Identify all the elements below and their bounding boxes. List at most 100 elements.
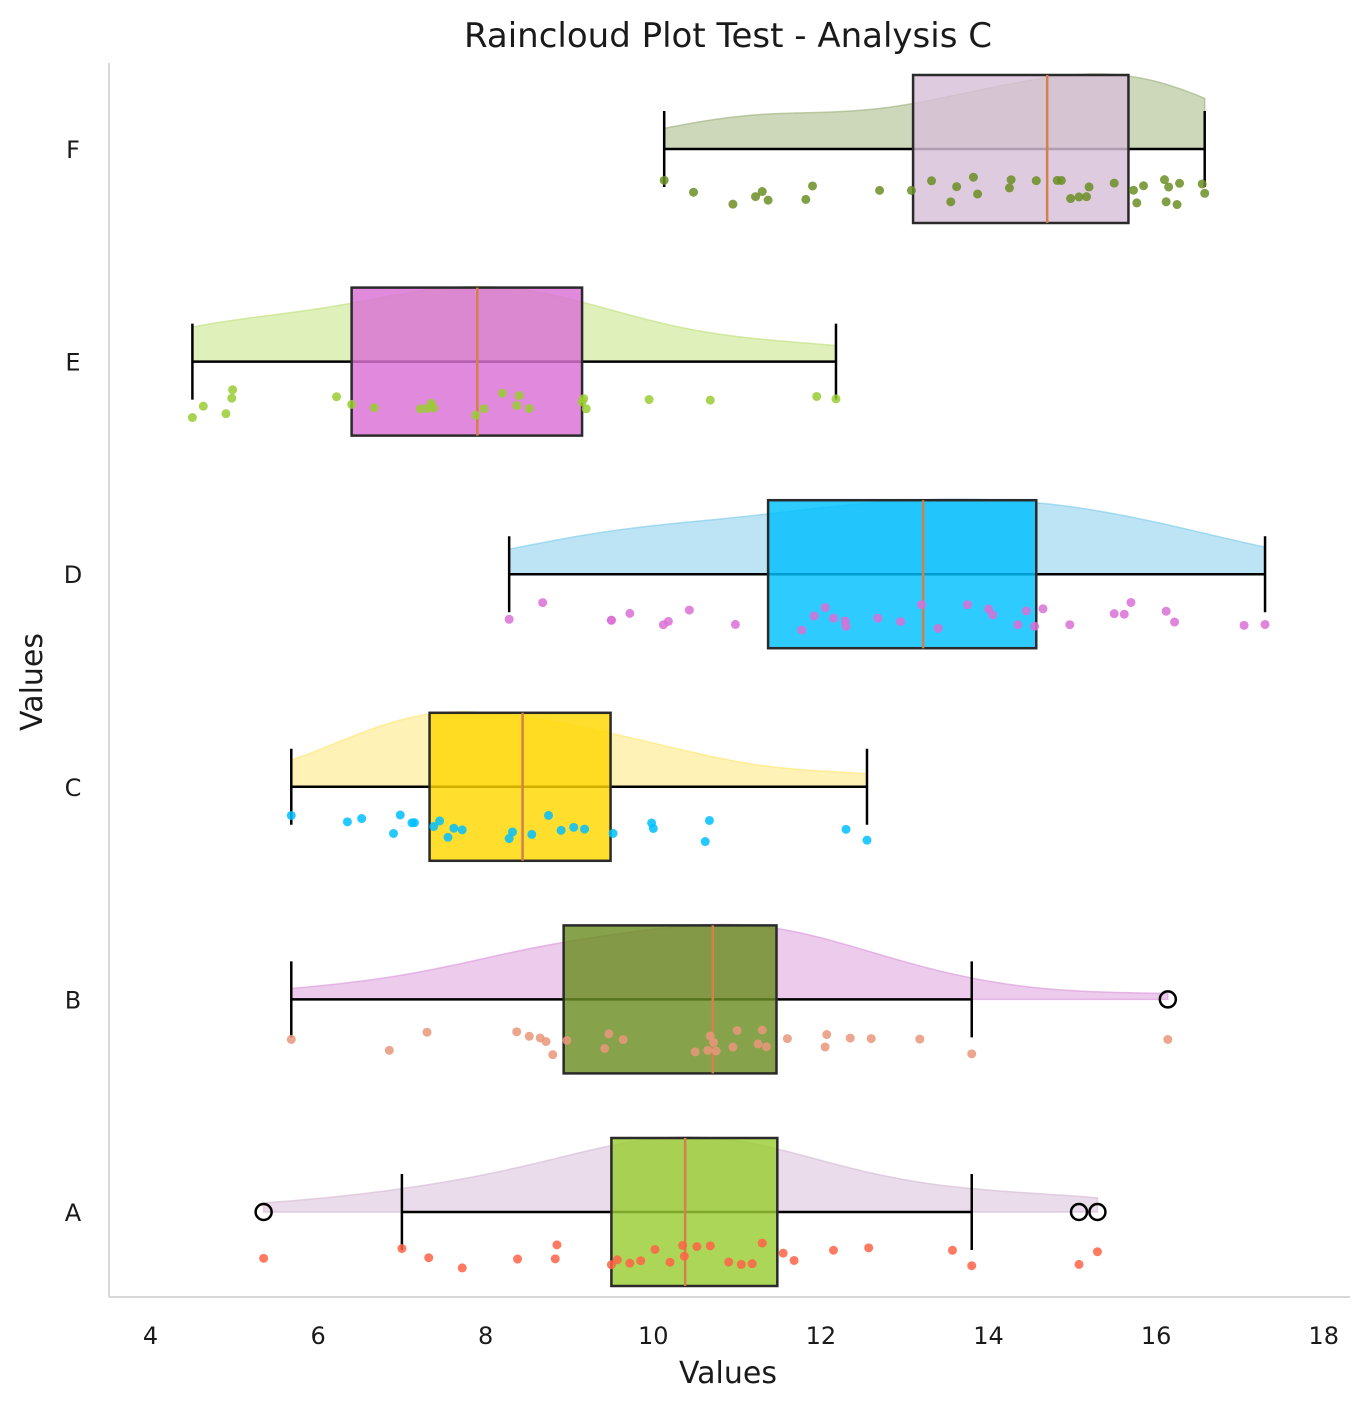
data-point [415,404,425,414]
data-point [1175,178,1185,188]
data-point [443,832,453,842]
box [562,924,778,1075]
x-tick-label: 8 [478,1322,493,1350]
data-point [544,810,554,820]
data-point [497,388,507,398]
data-point [678,1240,688,1250]
data-point [820,603,830,613]
data-point [751,192,761,202]
data-point [684,605,694,615]
data-point [757,187,767,197]
data-point [504,614,514,624]
data-point [397,1244,407,1254]
data-point [479,404,489,414]
data-point [1109,609,1119,619]
data-point [541,1037,551,1047]
data-point [1128,185,1138,195]
data-point [812,391,822,401]
data-point [1065,620,1075,630]
data-point [1004,183,1014,193]
data-point [732,1026,742,1036]
data-point [724,1257,734,1267]
data-point [1163,1034,1173,1044]
data-point [548,1050,558,1060]
data-point [679,1251,689,1261]
x-tick-label: 14 [973,1322,1004,1350]
data-point [1006,175,1016,185]
data-point [604,1029,614,1039]
data-point [1109,178,1119,188]
data-point [968,172,978,182]
data-point [1074,192,1084,202]
category-group [254,1136,1107,1288]
data-point [369,403,379,413]
box [350,286,584,437]
data-point [429,403,439,413]
data-point [1239,620,1249,630]
data-point [1132,198,1142,208]
data-point [1126,597,1136,607]
outlier-marker [1088,1202,1107,1222]
data-point [332,392,342,402]
data-point [866,1034,876,1044]
data-point [552,1240,562,1250]
data-point [789,1255,799,1265]
box [428,711,612,863]
data-point [569,822,579,832]
category-group [659,73,1210,225]
x-tick-label: 4 [143,1322,158,1350]
data-point [636,1256,646,1266]
data-point [1170,617,1180,627]
data-point [550,1254,560,1264]
data-point [1164,182,1174,192]
y-tick-label: E [65,349,80,377]
x-tick-label: 6 [310,1322,325,1350]
data-point [828,1245,838,1255]
data-point [648,823,658,833]
data-point [395,810,405,820]
data-point [457,1263,467,1273]
data-point [967,1261,977,1271]
data-point [608,828,618,838]
data-point [808,181,818,191]
data-point [690,1047,700,1057]
data-point [228,385,238,395]
data-point [705,395,715,405]
axis-ticks: 4 6 8 10 12 14 16 18 A B C D E F [64,136,1339,1350]
data-point [1084,182,1094,192]
data-point [1119,609,1129,619]
data-point [933,623,943,633]
y-tick-label: B [65,986,81,1014]
y-tick-label: A [65,1199,82,1227]
data-point [384,1045,394,1055]
data-point [906,185,916,195]
data-point [457,825,467,835]
y-axis-label: Values [15,633,50,731]
data-point [527,829,537,839]
data-point [747,1259,757,1269]
box [766,498,1038,650]
data-point [797,625,807,635]
data-point [1260,619,1270,629]
outlier-marker [254,1202,273,1222]
category-group [187,285,841,437]
data-point [562,1035,572,1045]
data-point [757,1238,767,1248]
data-point [728,199,738,209]
data-point [692,1242,702,1252]
data-point [1013,620,1023,630]
data-point [221,409,231,419]
data-point [1074,1259,1084,1269]
data-point [809,611,819,621]
category-group [504,498,1270,650]
data-point [187,413,197,423]
data-point [435,816,445,826]
data-point [618,1035,628,1045]
data-point [689,187,699,197]
data-point [728,1042,738,1052]
data-point [782,1034,792,1044]
data-point [704,815,714,825]
data-point [873,613,883,623]
data-point [952,182,962,192]
